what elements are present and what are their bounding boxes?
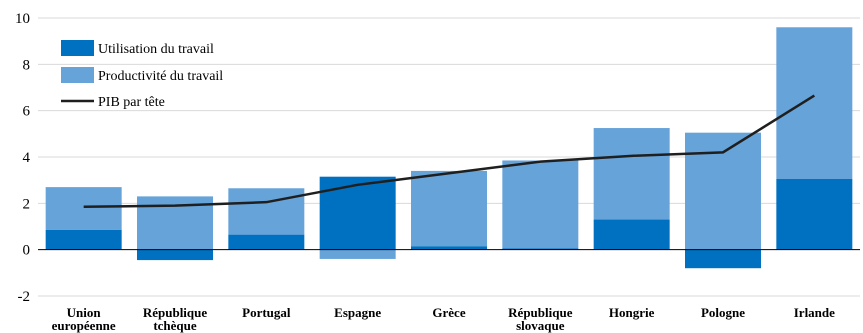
bar-labour-productivity-5 [502,160,579,249]
bar-labour-utilisation-3 [319,176,396,250]
x-category-label-line: Pologne [701,305,745,320]
legend-label-0: Utilisation du travail [98,42,214,57]
bar-labour-productivity-4 [411,170,487,247]
legend-label-1: Productivité du travail [98,69,223,84]
x-category-label-line: slovaque [516,318,565,333]
x-category-label-line: République [143,305,208,320]
bar-labour-productivity-7 [685,132,761,250]
y-tick-label: 6 [23,104,31,120]
bar-labour-productivity-3 [319,249,396,259]
bar-labour-utilisation-5 [502,248,579,250]
x-category-label-line: Grèce [432,305,465,320]
x-category-label: Espagne [334,305,381,320]
bar-labour-productivity-0 [45,187,122,230]
gdp-per-capita-line [83,94,815,209]
x-category-label-line: européenne [52,318,116,333]
x-category-label-line: Irlande [794,305,835,320]
bar-labour-utilisation-1 [137,249,213,261]
y-axis-ticks: -2 0 2 4 6 8 10 [15,11,31,305]
bar-labour-utilisation-7 [685,249,761,269]
x-category-label: Pologne [701,305,745,320]
bar-labour-utilisation-6 [593,219,670,250]
y-tick-label: 2 [23,196,31,212]
x-category-label-line: tchèque [153,318,197,333]
x-category-label-line: Espagne [334,305,381,320]
x-category-label: Portugal [242,305,291,320]
y-tick-label: 0 [23,243,31,259]
legend-swatch-0 [61,40,94,56]
x-category-label-line: Portugal [242,305,291,320]
bar-labour-productivity-6 [593,128,670,220]
x-category-label: Hongrie [609,305,655,320]
bars [38,27,860,269]
x-category-label: Irlande [794,305,835,320]
legend-swatch-1 [61,67,94,83]
bar-labour-utilisation-0 [45,229,122,250]
x-category-label-line: Union [67,305,102,320]
legend: Utilisation du travail Productivité du tr… [61,40,223,110]
bar-labour-productivity-8 [776,27,853,180]
x-category-label-line: Hongrie [609,305,655,320]
y-tick-label: 8 [23,57,31,73]
bar-labour-utilisation-8 [776,179,853,250]
x-category-label: Union européenne [52,305,116,333]
bar-labour-utilisation-4 [411,246,487,250]
bar-labour-utilisation-2 [228,234,305,250]
x-category-label: République slovaque [508,305,573,333]
y-tick-label: 10 [15,11,30,27]
legend-label-2: PIB par tête [98,95,165,110]
x-category-label: Grèce [432,305,465,320]
x-category-label: République tchèque [143,305,208,333]
y-tick-label: 4 [23,150,31,166]
y-tick-label: -2 [18,289,31,305]
bar-labour-productivity-2 [228,188,305,235]
x-category-label-line: République [508,305,573,320]
